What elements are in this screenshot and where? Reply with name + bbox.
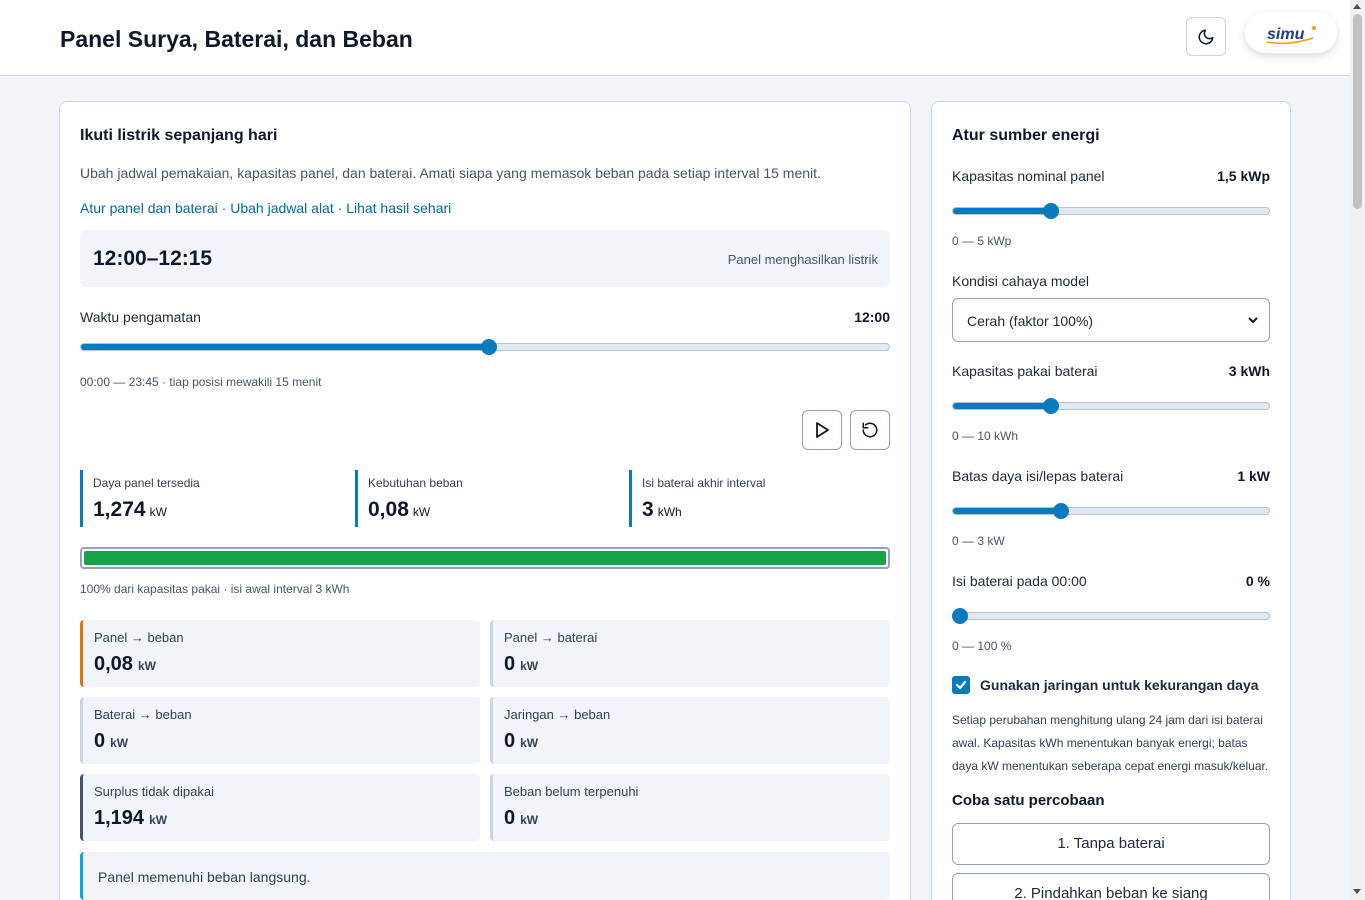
panel-capacity-label: Kapasitas nominal panel [952, 168, 1105, 184]
observation-range: 00:00 — 23:45 · tiap posisi mewakili 15 … [80, 375, 322, 389]
interval-display: 12:00–12:15 Panel menghasilkan listrik [80, 230, 890, 287]
panel-capacity-value: 1,5 kWp [1217, 168, 1270, 184]
slider-thumb[interactable] [1042, 203, 1059, 219]
moon-icon [1198, 29, 1214, 44]
slider-thumb[interactable] [1052, 503, 1069, 519]
svg-text:simu: simu [1267, 26, 1305, 43]
battery-level-bar [80, 547, 890, 569]
link-schedule[interactable]: Ubah jadwal alat [230, 200, 334, 216]
link-separator: · [217, 200, 231, 216]
status-note-text: Panel memenuhi beban langsung. [98, 869, 311, 885]
stat-panel-power: Daya panel tersedia 1,274 kW [80, 470, 340, 527]
slider-fill [953, 508, 1059, 514]
power-limit-range: 0 — 3 kW [952, 534, 1005, 548]
slider-track[interactable] [952, 507, 1270, 515]
flow-value: 0 kW [504, 807, 539, 829]
link-panel-battery[interactable]: Atur panel dan baterai [80, 200, 218, 216]
initial-soc-label: Isi baterai pada 00:00 [952, 573, 1087, 589]
play-icon [816, 422, 829, 438]
slider-fill [81, 344, 490, 350]
simu-logo: simu [1245, 12, 1337, 53]
reset-icon [862, 422, 878, 438]
experiment-no-battery-button[interactable]: 1. Tanpa baterai [952, 823, 1270, 865]
simulation-title: Ikuti listrik sepanjang hari [80, 127, 278, 144]
check-icon [955, 680, 967, 690]
slider-track[interactable] [952, 207, 1270, 215]
interval-status: Panel menghasilkan listrik [727, 252, 878, 267]
stat-battery-end: Isi baterai akhir interval 3 kWh [629, 470, 889, 527]
stat-value: 1,274 kW [93, 498, 167, 521]
flow-value: 0,08 kW [94, 653, 156, 675]
slider-fill [953, 208, 1048, 214]
status-note: Panel memenuhi beban langsung. [80, 852, 890, 900]
stat-value: 3 kWh [642, 498, 682, 521]
stat-label: Daya panel tersedia [93, 476, 200, 490]
slider-thumb[interactable] [480, 339, 497, 355]
scrollbar-thumb[interactable] [1353, 14, 1362, 209]
flow-value: 0 kW [504, 653, 539, 675]
observation-value: 12:00 [854, 309, 890, 325]
scroll-down-icon[interactable] [1353, 889, 1361, 894]
slider-track[interactable] [952, 612, 1270, 620]
flow-unmet-load: Beban belum terpenuhi 0 kW [490, 774, 890, 841]
settings-explanation: Setiap perubahan menghitung ulang 24 jam… [952, 713, 1269, 773]
flow-grid-to-load: Jaringan → beban 0 kW [490, 697, 890, 764]
chevron-down-icon [1248, 317, 1258, 324]
observation-label: Waktu pengamatan [80, 309, 201, 325]
flow-panel-to-battery: Panel → baterai 0 kW [490, 620, 890, 687]
theme-toggle-button[interactable] [1186, 17, 1226, 56]
initial-soc-value: 0 % [1245, 573, 1270, 589]
light-condition-select[interactable]: Cerah (faktor 100%) [952, 298, 1270, 342]
flow-label: Panel → baterai [504, 630, 598, 645]
quick-links: Atur panel dan baterai · Ubah jadwal ala… [80, 200, 451, 216]
experiment-title: Coba satu percobaan [952, 792, 1105, 809]
reset-button[interactable] [850, 410, 890, 450]
flow-label: Baterai → beban [94, 707, 192, 722]
settings-title: Atur sumber energi [952, 127, 1100, 144]
link-daily-result[interactable]: Lihat hasil sehari [346, 200, 452, 216]
stat-value: 0,08 kW [368, 498, 431, 521]
flow-value: 0 kW [504, 730, 539, 752]
simulation-card: Ikuti listrik sepanjang hari Ubah jadwal… [59, 101, 911, 900]
flow-label: Beban belum terpenuhi [504, 784, 639, 799]
light-condition-label: Kondisi cahaya model [952, 273, 1089, 289]
flow-label: Surplus tidak dipakai [94, 784, 214, 799]
flow-value: 0 kW [94, 730, 129, 752]
battery-level-fill [84, 551, 886, 565]
flow-label: Panel → beban [94, 630, 184, 645]
stat-label: Kebutuhan beban [368, 476, 463, 490]
battery-capacity-value: 3 kWh [1228, 363, 1270, 379]
page-scrollbar[interactable] [1350, 0, 1365, 900]
light-condition-value: Cerah (faktor 100%) [967, 313, 1094, 329]
flow-surplus-unused: Surplus tidak dipakai 1,194 kW [80, 774, 480, 841]
energy-settings-card: Atur sumber energi Kapasitas nominal pan… [931, 101, 1291, 900]
slider-thumb[interactable] [1042, 398, 1059, 414]
stat-load-demand: Kebutuhan beban 0,08 kW [355, 470, 615, 527]
slider-thumb[interactable] [952, 608, 968, 624]
slider-fill [953, 403, 1048, 409]
battery-caption: 100% dari kapasitas pakai · isi awal int… [80, 582, 350, 596]
power-limit-value: 1 kW [1237, 468, 1270, 484]
app-header: Panel Surya, Baterai, dan Beban simu [0, 0, 1350, 76]
interval-time: 12:00–12:15 [93, 247, 213, 270]
simulation-description: Ubah jadwal pemakaian, kapasitas panel, … [80, 165, 821, 181]
experiment-shift-load-button[interactable]: 2. Pindahkan beban ke siang [952, 873, 1270, 900]
panel-capacity-range: 0 — 5 kWp [952, 234, 1012, 248]
grid-checkbox[interactable] [952, 676, 970, 694]
stat-label: Isi baterai akhir interval [642, 476, 766, 490]
scroll-up-icon[interactable] [1353, 4, 1361, 9]
power-limit-label: Batas daya isi/lepas baterai [952, 468, 1124, 484]
flow-value: 1,194 kW [94, 807, 168, 829]
flow-panel-to-load: Panel → beban 0,08 kW [80, 620, 480, 687]
flow-label: Jaringan → beban [504, 707, 611, 722]
battery-capacity-range: 0 — 10 kWh [952, 429, 1019, 443]
battery-capacity-label: Kapasitas pakai baterai [952, 363, 1098, 379]
grid-checkbox-label[interactable]: Gunakan jaringan untuk kekurangan daya [980, 677, 1259, 693]
play-button[interactable] [802, 410, 842, 450]
slider-track[interactable] [952, 402, 1270, 410]
link-separator: · [333, 200, 347, 216]
page-title: Panel Surya, Baterai, dan Beban [60, 26, 413, 52]
initial-soc-range: 0 — 100 % [952, 639, 1012, 653]
flow-battery-to-load: Baterai → beban 0 kW [80, 697, 480, 764]
